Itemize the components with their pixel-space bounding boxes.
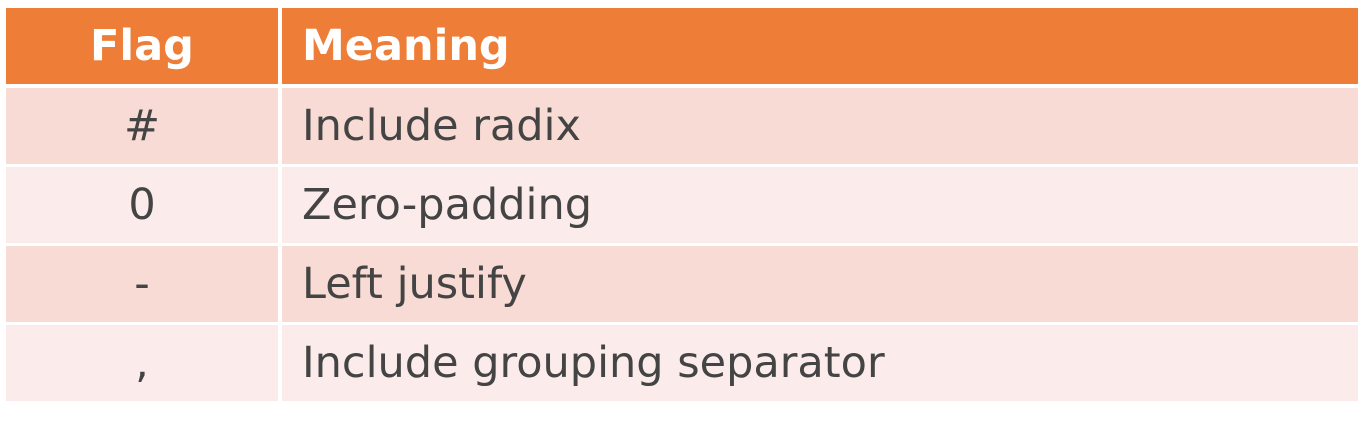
meaning-cell: Zero-padding [282, 167, 1358, 246]
flag-cell: # [6, 88, 282, 167]
header-flag: Flag [6, 8, 282, 88]
meaning-cell: Left justify [282, 246, 1358, 325]
flag-cell: , [6, 325, 282, 404]
flag-cell: - [6, 246, 282, 325]
table-row: 0 Zero-padding [6, 167, 1358, 246]
header-meaning: Meaning [282, 8, 1358, 88]
table-header-row: Flag Meaning [6, 8, 1358, 88]
flag-cell: 0 [6, 167, 282, 246]
table-row: # Include radix [6, 88, 1358, 167]
meaning-cell: Include grouping separator [282, 325, 1358, 404]
flags-table: Flag Meaning # Include radix 0 Zero-padd… [6, 8, 1358, 404]
table-row: , Include grouping separator [6, 325, 1358, 404]
table-row: - Left justify [6, 246, 1358, 325]
meaning-cell: Include radix [282, 88, 1358, 167]
